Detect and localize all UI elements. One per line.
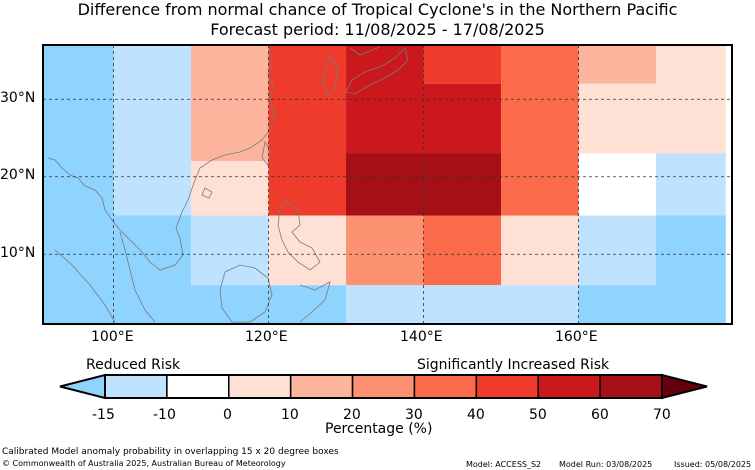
anomaly-cell [346,285,424,324]
anomaly-cell [423,215,502,286]
cbar-tick: 50 [529,407,547,423]
anomaly-cell [423,45,502,84]
cbar-tick: 0 [223,407,232,423]
colorbar-frame [104,374,663,399]
anomaly-cell [113,45,192,216]
anomaly-cell [346,153,424,216]
coastline-sumatra [54,249,116,323]
anomaly-cell [113,215,192,324]
colorbar-segment [413,374,478,399]
anomaly-cell [268,45,347,216]
colorbar-segment [599,374,663,399]
anomaly-cell [578,215,657,286]
coastline-borneo [219,264,273,323]
colorbar-under-arrow [59,373,106,400]
colorbar-over-arrow [661,373,708,400]
colorbar [59,373,708,400]
cbar-tick: 60 [591,407,609,423]
footer-model: Model: ACCESS_S2 [466,460,542,469]
coastline-malay [119,231,156,323]
colorbar-segment [475,374,539,399]
anomaly-cell [578,83,657,154]
colorbar-xlabel: Percentage (%) [325,421,433,437]
graticule [43,45,732,324]
anomaly-cell [423,153,502,216]
anomaly-cell [656,153,726,216]
map-subtitle: Forecast period: 11/08/2025 - 17/08/2025 [210,20,545,39]
anomaly-cell [346,215,424,286]
reduced-risk-label: Reduced Risk [86,357,181,373]
coastline-philippines [277,199,321,271]
cbar-tick: 30 [405,407,423,423]
lat-tick-10: 10°N [0,245,36,261]
map-frame [42,44,733,325]
anomaly-cell [501,45,579,216]
coastline-japan [345,47,409,95]
anomaly-cell [43,45,114,324]
colorbar-segment [289,374,354,399]
lon-tick-140: 140°E [400,329,443,345]
cbar-tick: 10 [281,407,299,423]
footer-model-run: Model Run: 03/08/2025 [559,460,653,469]
anomaly-cell [578,153,657,216]
cbar-tick: -15 [92,407,115,423]
lat-tick-20: 20°N [0,167,36,183]
anomaly-cell [268,215,347,286]
anomaly-cells [43,45,726,324]
anomaly-cell [656,215,726,324]
anomaly-cell [578,45,657,84]
anomaly-cell [191,285,269,324]
coastline-sulawesi [299,281,331,323]
anomaly-cell [423,83,502,154]
lon-tick-160: 160°E [555,329,598,345]
anomaly-cell [578,285,657,324]
lon-tick-120: 120°E [245,329,288,345]
coastline-hainan [201,187,213,199]
colorbar-segment [351,374,416,399]
coastline-asia [47,44,276,271]
cbar-tick: -10 [153,407,176,423]
anomaly-cell [191,45,269,162]
anomaly-cell [501,215,579,286]
colorbar-segment [537,374,601,399]
anomaly-cell [423,285,502,324]
lat-tick-30: 30°N [0,90,36,106]
coastline-korea [321,53,339,96]
colorbar-segment [228,374,292,399]
anomaly-cell [191,215,269,286]
anomaly-cell [191,161,269,216]
footer-issued: Issued: 05/08/2025 [674,460,752,469]
footer-note: Calibrated Model anomaly probability in … [2,447,339,457]
map-title: Difference from normal chance of Tropica… [77,0,678,19]
increased-risk-label: Significantly Increased Risk [417,357,610,373]
footer-copyright: © Commonwealth of Australia 2025, Austra… [2,459,286,468]
cbar-tick: 70 [653,407,671,423]
colorbar-segment [104,374,168,399]
anomaly-cell [268,285,347,324]
anomaly-cell [501,285,579,324]
cbar-tick: 40 [467,407,485,423]
colorbar-segment [166,374,230,399]
cbar-tick: 20 [343,407,361,423]
coastline-japan-south [349,46,381,56]
lon-tick-100: 100°E [91,329,134,345]
